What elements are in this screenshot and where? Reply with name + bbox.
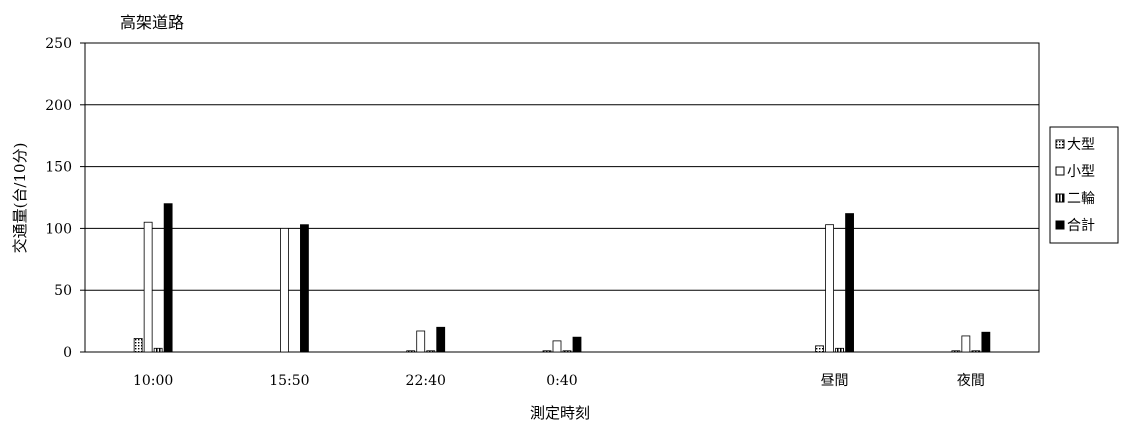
- bar-black: [163, 203, 173, 353]
- bar-dotted: [406, 350, 416, 353]
- x-tick-label: 10:00: [133, 373, 173, 389]
- bar-white: [825, 224, 834, 353]
- x-tick-label: 昼間: [821, 373, 849, 389]
- bar-black: [300, 224, 309, 353]
- bar-dotted: [951, 350, 961, 353]
- x-axis-label: 測定時刻: [530, 404, 590, 422]
- legend-label: 合計: [1067, 218, 1095, 234]
- bars: [133, 203, 991, 353]
- bar-black: [436, 326, 446, 353]
- bar-white: [143, 221, 153, 353]
- bar-vertical-stripes: [426, 350, 436, 353]
- y-tick-label: 150: [45, 160, 72, 176]
- bar-white: [961, 335, 971, 353]
- bar-white: [416, 330, 426, 353]
- bar-vertical-stripes: [562, 350, 572, 353]
- bar-dotted: [133, 338, 143, 353]
- x-tick-label: 15:50: [269, 373, 309, 389]
- x-axis-ticks: 10:00 15:50 22:40 0:40 昼間 夜間: [133, 373, 985, 389]
- legend-label: 二輪: [1067, 190, 1095, 207]
- plot-frame: [84, 42, 1040, 353]
- x-tick-label: 夜間: [957, 373, 985, 389]
- bar-black: [845, 213, 854, 353]
- bar-vertical-stripes: [835, 347, 844, 353]
- y-tick-label: 0: [63, 345, 72, 361]
- y-axis-label: 交通量(台/10分): [11, 143, 29, 254]
- legend-swatch: [1055, 139, 1065, 149]
- legend-swatch: [1055, 166, 1065, 176]
- bar-white: [552, 340, 562, 353]
- y-tick-label: 50: [54, 283, 72, 299]
- legend-label: 大型: [1067, 137, 1095, 153]
- legend-swatch: [1055, 193, 1065, 203]
- bar-vertical-stripes: [971, 350, 981, 353]
- bar-dotted: [815, 345, 824, 353]
- bar-white: [280, 227, 289, 353]
- y-axis-ticks: 0 50 100 150 200 250: [45, 36, 72, 361]
- bar-black: [981, 331, 991, 353]
- y-tick-label: 200: [45, 98, 72, 114]
- bar-vertical-stripes: [153, 347, 163, 353]
- y-tick-label: 100: [45, 221, 72, 237]
- legend-label: 小型: [1067, 164, 1095, 180]
- y-tick-label: 250: [45, 36, 72, 52]
- chart-title: 高架道路: [120, 13, 184, 32]
- x-tick-label: 22:40: [406, 373, 446, 389]
- bar-dotted: [542, 350, 552, 353]
- plot-area: [80, 42, 1040, 353]
- legend-swatch: [1055, 220, 1065, 230]
- x-tick-label: 0:40: [546, 373, 577, 389]
- bar-black: [572, 336, 582, 353]
